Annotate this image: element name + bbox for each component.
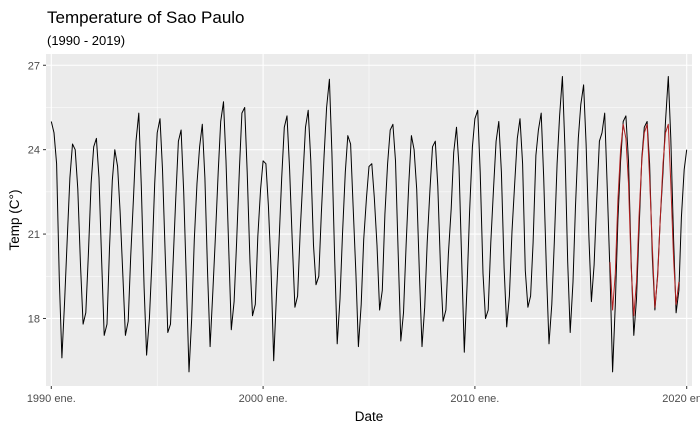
x-axis-title: Date xyxy=(355,409,384,424)
series-line-1 xyxy=(50,76,688,373)
x-tick-label: 2000 ene. xyxy=(239,393,288,405)
x-tick-label: 1990 ene. xyxy=(27,393,76,405)
axis-ticks: 18 21 24 27 1990 ene. 2000 ene. 2010 ene. 2020 … xyxy=(27,60,700,405)
y-axis-title: Temp (C°) xyxy=(7,190,22,251)
x-tick-label: 2020 ene. xyxy=(662,393,700,405)
chart-subtitle: (1990 - 2019) xyxy=(47,33,125,48)
series-layer xyxy=(50,76,688,373)
chart-title: Temperature of Sao Paulo xyxy=(47,8,245,27)
series-line-2 xyxy=(609,123,680,317)
y-tick-label: 18 xyxy=(28,313,40,325)
x-tick-label: 2010 ene. xyxy=(450,393,499,405)
y-tick-label: 21 xyxy=(28,229,40,241)
y-tick-label: 24 xyxy=(28,145,40,157)
grid-lines xyxy=(46,54,692,386)
y-tick-label: 27 xyxy=(28,60,40,72)
